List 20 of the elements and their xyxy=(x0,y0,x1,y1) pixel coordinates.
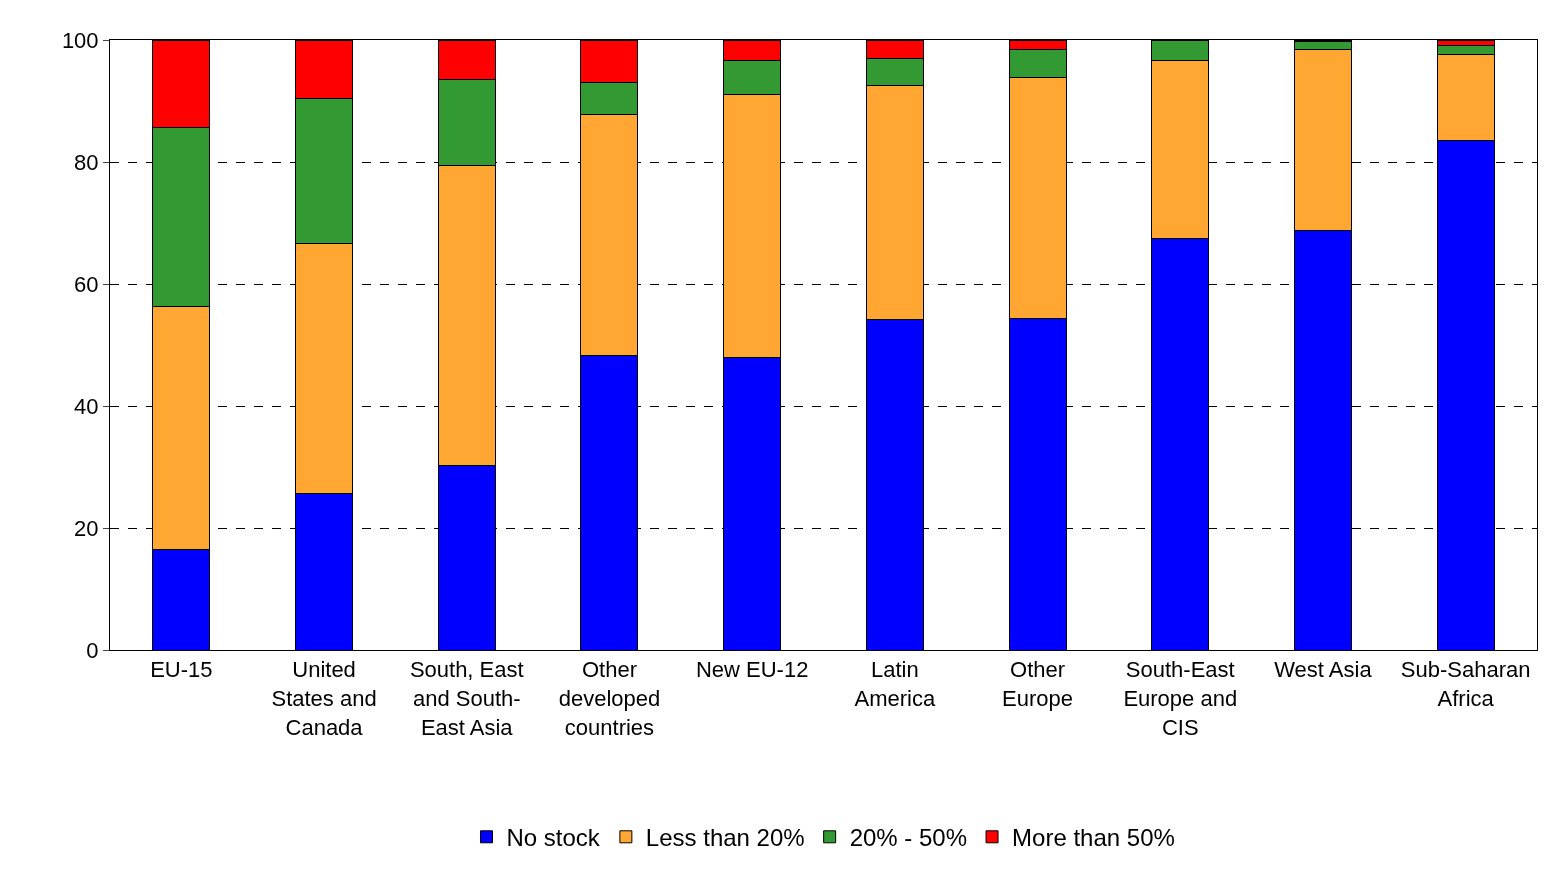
x-tick-label: United States and Canada xyxy=(271,657,377,740)
x-tick-label: Other developed countries xyxy=(558,657,661,740)
y-tick-label: 0 xyxy=(86,637,99,663)
legend-label: More than 50% xyxy=(1012,824,1175,852)
legend-label: Less than 20% xyxy=(645,824,805,852)
y-tick-label: 20 xyxy=(74,515,99,541)
x-tick-label: EU-15 xyxy=(150,657,213,683)
y-tick-label: 40 xyxy=(74,393,99,419)
x-tick-label: Latin America xyxy=(854,657,936,711)
y-tick-label: 80 xyxy=(74,149,99,175)
legend-label: 20% - 50% xyxy=(849,824,968,852)
x-tick-label: West Asia xyxy=(1274,657,1373,683)
x-tick-label: South-East Europe and CIS xyxy=(1123,657,1238,740)
legend-label: No stock xyxy=(506,824,601,852)
x-tick-label: Other Europe xyxy=(1002,657,1074,711)
x-tick-label: New EU-12 xyxy=(695,657,809,683)
x-tick-label: South, East and South-East Asia xyxy=(409,657,524,740)
y-tick-label: 100 xyxy=(61,27,99,53)
y-tick-label: 60 xyxy=(74,271,99,297)
x-tick-label: Sub-Saharan Africa xyxy=(1400,657,1531,711)
